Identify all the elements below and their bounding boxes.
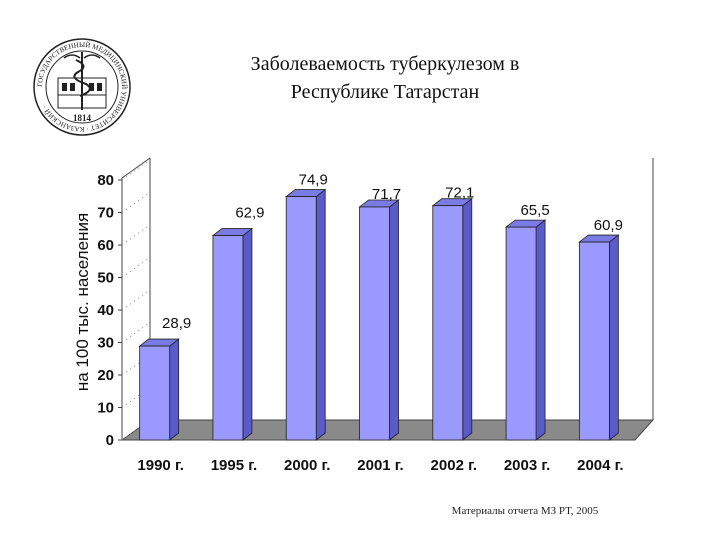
bar — [578, 234, 620, 441]
data-label: 74,9 — [299, 172, 328, 189]
y-guide — [121, 257, 151, 278]
bar-front — [139, 345, 171, 441]
university-seal-logo: ГОСУДАРСТВЕННЫЙ МЕДИЦИНСКИЙ УНИВЕРСИТЕТ … — [33, 38, 131, 136]
bar-front — [578, 241, 610, 441]
x-tick-label: 1995 г. — [211, 457, 257, 474]
bar — [211, 227, 254, 441]
y-guide — [121, 354, 151, 376]
y-axis-ticks: 0 10 20 30 40 50 60 70 80 — [97, 159, 151, 449]
x-tick-label: 2001 г. — [357, 457, 403, 474]
bar-side — [315, 188, 326, 441]
y-tick-label: 20 — [97, 367, 114, 384]
bar-front — [359, 206, 390, 441]
y-guide — [121, 322, 151, 343]
y-tick-label: 60 — [97, 237, 114, 254]
bar-side — [535, 219, 546, 441]
bar — [138, 338, 180, 441]
x-tick-label: 1990 г. — [137, 457, 183, 474]
source-note: Материалы отчета МЗ РТ, 2005 — [452, 505, 599, 517]
y-tick-label: 70 — [97, 205, 114, 222]
bar-side — [462, 197, 473, 441]
bar-side — [169, 338, 180, 441]
data-label: 65,5 — [520, 202, 549, 219]
bar-side — [608, 234, 619, 441]
x-axis-categories: 1990 г. 1995 г. 2000 г. 2001 г. 2002 г. 2003 … — [137, 457, 623, 474]
x-tick-label: 2000 г. — [284, 457, 330, 474]
bar-front — [505, 226, 537, 441]
y-tick-label: 30 — [97, 335, 114, 352]
x-tick-label: 2002 г. — [431, 457, 477, 474]
bar-side — [389, 199, 399, 441]
data-label: 28,9 — [162, 315, 191, 332]
y-guide — [121, 192, 151, 213]
x-tick-label: 2004 г. — [577, 457, 623, 474]
bars — [138, 188, 620, 441]
bar — [285, 188, 327, 441]
chart-title-line-1: Заболеваемость туберкулезом в — [251, 53, 520, 75]
y-tick-label: 50 — [97, 270, 114, 287]
bar-front — [212, 235, 244, 441]
y-guide — [121, 387, 151, 408]
wall-top-edge — [121, 157, 151, 179]
y-guide — [121, 159, 151, 181]
value-labels: 28,9 62,9 74,9 71,7 72,1 65,5 60,9 — [162, 172, 623, 333]
bar — [358, 199, 400, 441]
data-label: 62,9 — [235, 205, 264, 222]
data-label: 60,9 — [594, 217, 623, 234]
data-label: 72,1 — [445, 185, 474, 202]
bar-side — [242, 227, 253, 441]
y-axis-label: на 100 тыс. населения — [73, 213, 92, 391]
bar — [431, 197, 473, 441]
data-label: 71,7 — [372, 186, 401, 203]
bar — [504, 219, 547, 441]
y-guide — [121, 289, 151, 311]
y-guide — [121, 224, 151, 246]
y-guide — [121, 419, 151, 441]
y-tick-label: 40 — [97, 302, 114, 319]
y-tick-label: 80 — [97, 172, 114, 189]
bar-front — [432, 205, 464, 441]
seal-year: 1814 — [73, 113, 92, 123]
chart-title-line-2: Республике Татарстан — [291, 81, 480, 103]
bar-front — [285, 196, 317, 441]
y-tick-label: 0 — [106, 432, 114, 449]
x-tick-label: 2003 г. — [504, 457, 550, 474]
y-tick-label: 10 — [97, 400, 114, 417]
